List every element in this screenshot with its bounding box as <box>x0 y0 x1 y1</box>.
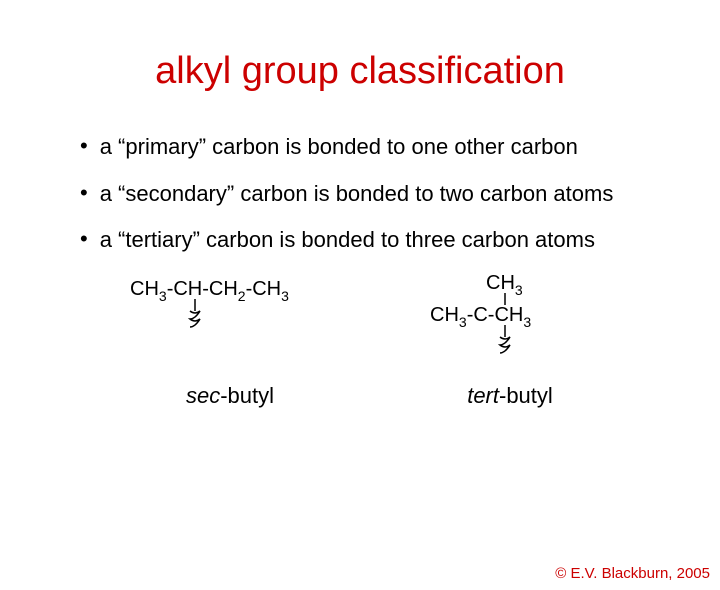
sec-butyl-formula: CH3-CH-CH2-CH3 <box>130 278 289 304</box>
bullet-item: • a “secondary” carbon is bonded to two … <box>80 180 680 209</box>
wavy-bond-icon <box>500 337 510 353</box>
sec-butyl-svg: CH3-CH-CH2-CH3 <box>120 273 340 353</box>
bullet-list: • a “primary” carbon is bonded to one ot… <box>80 133 680 255</box>
tert-butyl-svg: CH3 CH3-C-CH3 <box>420 273 600 373</box>
structures-row: CH3-CH-CH2-CH3 sec-butyl CH3 CH3-C-CH3 <box>0 273 720 409</box>
tert-butyl-label: tert-butyl <box>467 383 553 409</box>
label-italic-part: tert <box>467 383 499 408</box>
bullet-text: a “secondary” carbon is bonded to two ca… <box>100 180 614 209</box>
bullet-item: • a “primary” carbon is bonded to one ot… <box>80 133 680 162</box>
copyright-text: © E.V. Blackburn, 2005 <box>555 565 710 582</box>
bullet-text: a “tertiary” carbon is bonded to three c… <box>100 226 595 255</box>
sec-butyl-label: sec-butyl <box>186 383 274 409</box>
slide-title: alkyl group classification <box>0 50 720 93</box>
label-rest-part: -butyl <box>220 383 274 408</box>
label-italic-part: sec <box>186 383 220 408</box>
sec-butyl-structure: CH3-CH-CH2-CH3 sec-butyl <box>120 273 340 409</box>
bullet-dot: • <box>80 180 88 206</box>
bullet-item: • a “tertiary” carbon is bonded to three… <box>80 226 680 255</box>
bullet-dot: • <box>80 226 88 252</box>
bullet-dot: • <box>80 133 88 159</box>
tert-butyl-mid: CH3-C-CH3 <box>430 304 531 330</box>
bullet-text: a “primary” carbon is bonded to one othe… <box>100 133 578 162</box>
tert-butyl-structure: CH3 CH3-C-CH3 tert-butyl <box>420 273 600 409</box>
wavy-bond-icon <box>190 311 200 327</box>
label-rest-part: -butyl <box>499 383 553 408</box>
